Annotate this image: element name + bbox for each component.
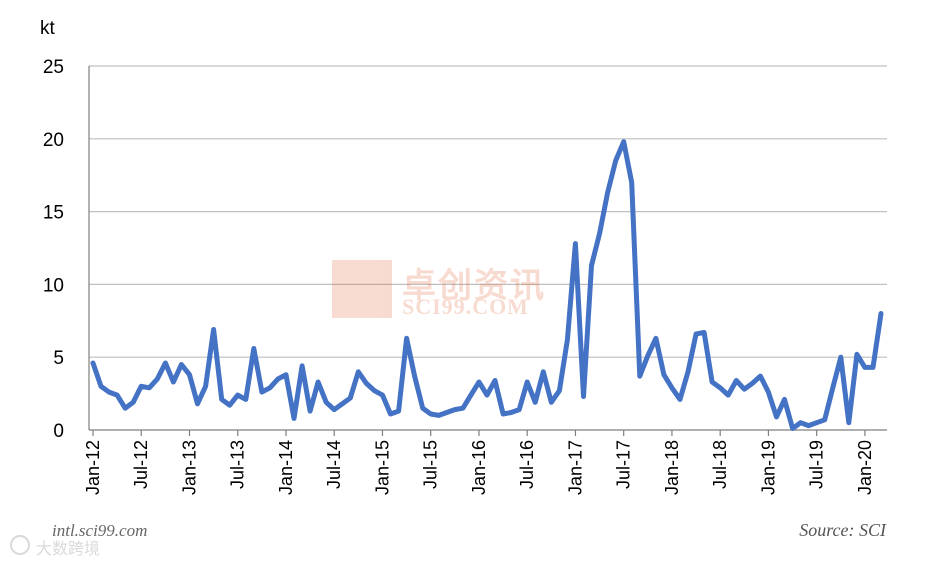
x-tick-label: Jul-14 <box>324 440 344 489</box>
x-tick-label: Jul-15 <box>421 440 441 489</box>
x-tick-label: Jul-18 <box>710 440 730 489</box>
axes <box>88 66 887 436</box>
x-tick-label: Jan-18 <box>662 440 682 495</box>
y-tick-label: 0 <box>53 421 64 442</box>
x-tick-labels: Jan-12 Jul-12 Jan-13 Jul-13 Jan-14 Jul-14 Jan-… <box>83 440 875 495</box>
x-tick-label: Jan-19 <box>758 440 778 495</box>
y-axis-label: kt <box>40 18 55 39</box>
watermark-logo: 卓创资讯 SCI99.COM <box>332 258 582 322</box>
y-tick-labels: 0 5 10 15 20 25 <box>43 57 64 442</box>
y-tick-label: 15 <box>43 203 64 224</box>
source-text: Source: SCI <box>799 520 886 540</box>
x-tick-label: Jan-13 <box>179 440 199 495</box>
x-tick-label: Jan-20 <box>855 440 875 495</box>
footer-logo-text: 大数跨境 <box>36 541 101 558</box>
footer-url: intl.sci99.com <box>52 521 148 540</box>
watermark-en-text: SCI99.COM <box>402 294 529 319</box>
y-tick-label: 5 <box>53 348 64 369</box>
y-tick-label: 25 <box>43 57 64 78</box>
footer-logo: 大数跨境 <box>10 532 130 558</box>
x-tick-label: Jul-13 <box>228 440 248 489</box>
x-tick-label: Jul-17 <box>614 440 634 489</box>
x-tick-label: Jul-19 <box>807 440 827 489</box>
x-tick-label: Jan-16 <box>469 440 489 495</box>
x-tick-label: Jan-17 <box>565 440 585 495</box>
series-line <box>90 139 884 431</box>
series-layer <box>90 139 884 431</box>
gridlines <box>89 65 887 358</box>
footer-logo-icon <box>10 535 30 555</box>
x-tick-label: Jul-16 <box>517 440 537 489</box>
x-tick-label: Jan-15 <box>372 440 392 495</box>
x-tick-label: Jul-12 <box>131 440 151 489</box>
y-tick-label: 10 <box>43 275 64 296</box>
watermark-cn-text: 卓创资讯 <box>402 267 546 305</box>
y-tick-label: 20 <box>43 130 64 151</box>
x-tick-label: Jan-12 <box>83 440 103 495</box>
x-tick-label: Jan-14 <box>276 440 296 495</box>
watermark-icon <box>332 260 392 318</box>
